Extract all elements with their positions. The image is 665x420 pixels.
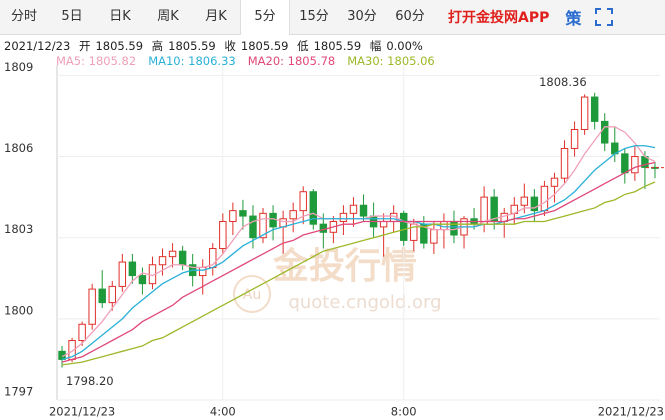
candle-body <box>550 177 559 187</box>
y-tick-label: 1800 <box>4 303 33 317</box>
tab[interactable]: 分时 <box>10 9 37 24</box>
legend-entry: MA5: 1805.82 <box>56 54 137 68</box>
candle-body <box>440 220 448 231</box>
candle-body <box>339 212 348 222</box>
ma-line <box>61 145 656 361</box>
watermark-logo: Au <box>243 287 261 303</box>
candle-body <box>78 323 86 341</box>
watermark-url: quote.cngold.org <box>288 292 441 313</box>
candle-body <box>239 210 247 217</box>
candle-body <box>631 156 639 174</box>
tab[interactable]: 60分 <box>395 9 425 24</box>
candle-body <box>520 196 529 206</box>
candle-body <box>349 204 358 214</box>
candle-body <box>379 220 388 228</box>
info-date: 2021/12/23 <box>4 39 71 53</box>
candle-body <box>178 250 187 266</box>
candle-body <box>199 266 207 277</box>
candle-body <box>289 210 297 220</box>
candle-body <box>118 261 127 287</box>
candle-body <box>269 212 277 228</box>
candle-body <box>400 212 408 241</box>
candle-body <box>249 215 257 239</box>
candle-body <box>138 275 147 285</box>
x-tick-label: 4:00 <box>210 405 236 419</box>
info-label: 低 <box>297 39 309 53</box>
info-value: 1805.59 <box>95 39 144 53</box>
y-tick-label: 1803 <box>4 222 33 236</box>
tab-bar: 分时 5日 日K 周K 月K 5分 15分 30分 60分 打开金投网APP 策 <box>0 0 665 35</box>
legend-entry: MA30: 1805.06 <box>347 54 435 68</box>
candle-body <box>430 229 438 244</box>
candle-body <box>359 204 368 217</box>
x-tick-label: 2021/12/23 <box>598 405 664 419</box>
candle-body <box>299 191 307 212</box>
info-value: 1805.59 <box>313 39 362 53</box>
candle-body <box>580 96 589 131</box>
candle-body <box>540 185 549 212</box>
info-label: 开 <box>78 39 91 53</box>
legend: MA5: 1805.82 MA10: 1806.33 MA20: 1805.78 MA… <box>56 54 447 68</box>
candle-body <box>168 250 177 258</box>
app-link[interactable]: 打开金投网APP <box>448 10 550 26</box>
legend-entry: MA20: 1805.78 <box>247 54 336 68</box>
legend-entry: MA10: 1806.33 <box>148 54 236 68</box>
info-label: 收 <box>224 39 236 53</box>
tab[interactable]: 5分 <box>240 0 290 35</box>
candle-body <box>158 256 167 266</box>
watermark-brand: 金投行情 <box>272 245 417 287</box>
candle-body <box>219 220 227 250</box>
tab[interactable]: 5日 <box>61 9 83 24</box>
tab[interactable]: 15分 <box>299 9 329 24</box>
info-value: 1805.59 <box>168 39 216 53</box>
candle-body <box>530 196 539 212</box>
fullscreen-icon[interactable] <box>595 8 614 26</box>
info-label: 高 <box>151 39 164 53</box>
candle-body <box>98 288 106 304</box>
tab[interactable]: 周K <box>157 9 179 24</box>
annotation: 1808.36 <box>539 75 587 89</box>
candle-body <box>229 210 237 222</box>
candle-body <box>108 285 116 304</box>
candle-body <box>590 96 599 122</box>
y-tick-label: 1809 <box>4 60 33 74</box>
x-tick-label: 8:00 <box>391 405 417 419</box>
candle-body <box>621 153 629 174</box>
candle-body <box>128 261 137 277</box>
tab[interactable]: 月K <box>205 9 227 24</box>
y-tick-label: 1797 <box>4 385 33 399</box>
candle-body <box>88 288 96 325</box>
ma-line <box>61 181 656 366</box>
annotation: 1798.20 <box>66 374 114 388</box>
tab[interactable]: 日K <box>109 9 131 24</box>
strategy-icon[interactable]: 策 <box>565 9 582 28</box>
tab[interactable]: 30分 <box>347 9 377 24</box>
candle-body <box>259 212 267 239</box>
candle-body <box>601 120 609 144</box>
candle-body <box>450 220 458 236</box>
candle-body <box>309 191 317 225</box>
info-value: 1805.59 <box>240 39 289 53</box>
candle-body <box>319 223 328 233</box>
info-label: 幅 <box>369 39 382 53</box>
watermark-logo-ring <box>233 275 271 313</box>
candle-body <box>570 129 579 149</box>
y-tick-label: 1806 <box>4 141 33 155</box>
candle-body <box>560 147 569 179</box>
info-value: 0.00% <box>386 39 423 53</box>
candle-body <box>480 196 488 225</box>
ma-line <box>61 161 656 363</box>
x-tick-label: 2021/12/23 <box>49 405 115 419</box>
